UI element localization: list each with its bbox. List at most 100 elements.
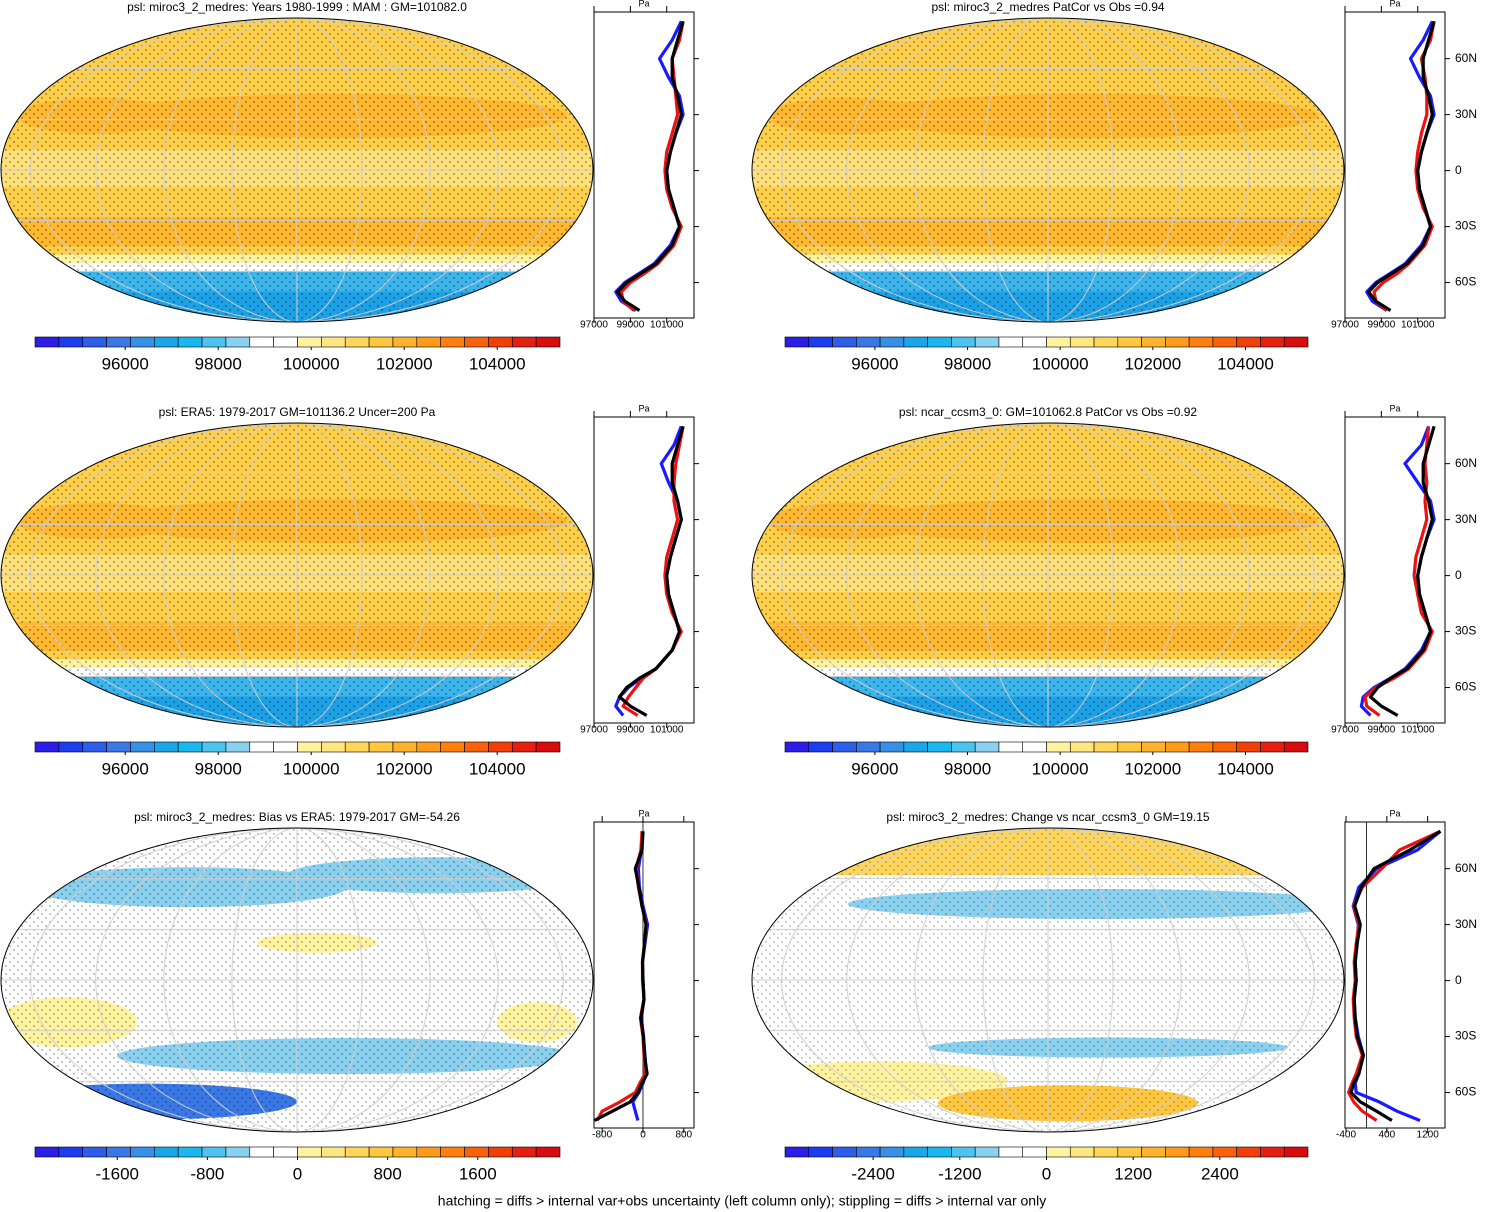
x-tick-label: -400 — [1336, 1130, 1356, 1141]
colorbar-box — [488, 1146, 513, 1158]
colorbar-box — [1212, 1146, 1237, 1158]
map-outline — [751, 422, 1345, 728]
colorbar-box — [34, 336, 60, 348]
colorbar-box — [368, 741, 394, 753]
colorbar-box — [201, 1146, 227, 1158]
y-tick-label: 30S — [1455, 219, 1476, 233]
colorbar-box — [903, 1146, 928, 1158]
map-outline — [0, 17, 594, 323]
colorbar-box — [856, 741, 881, 753]
colorbar-box — [879, 1146, 905, 1158]
colorbar-tick-label: 104000 — [1217, 759, 1274, 778]
colorbar-box — [58, 336, 84, 348]
colorbar-box — [297, 1146, 322, 1158]
map-meridian — [846, 828, 1250, 1132]
x-tick-label: 800 — [675, 1130, 692, 1141]
colorbar-tick-label: 102000 — [1124, 759, 1181, 778]
colorbar-box — [225, 336, 251, 348]
colorbar-box — [249, 336, 274, 348]
x-tick-label: 97000 — [1331, 320, 1359, 331]
colorbar-box — [1069, 741, 1095, 753]
map-meridian — [914, 18, 1182, 322]
colorbar-box — [974, 741, 1000, 753]
y-tick-label: 30S — [1455, 624, 1476, 638]
x-tick-label: 101000 — [1401, 725, 1435, 736]
colorbar-box — [1260, 741, 1285, 753]
colorbar-tick-label: 1200 — [1114, 1164, 1152, 1183]
colorbar-box — [392, 741, 418, 753]
profile-line — [1347, 829, 1442, 1122]
panel-title: psl: ncar_ccsm3_0: GM=101062.8 PatCor vs… — [899, 405, 1197, 419]
colorbar-box — [927, 741, 952, 753]
profile-unit: Pa — [1389, 808, 1400, 818]
colorbar-box — [1188, 741, 1214, 753]
x-tick-label: 97000 — [580, 725, 608, 736]
colorbar-tick-label: -2400 — [851, 1164, 894, 1183]
map-meridian — [781, 423, 1315, 727]
y-tick-label: 0 — [1455, 973, 1462, 987]
colorbar-box — [273, 336, 298, 348]
colorbar-box — [34, 1146, 60, 1158]
colorbar-box — [1236, 1146, 1261, 1158]
colorbar-box — [832, 741, 857, 753]
colorbar-box — [511, 741, 537, 753]
colorbar-box — [82, 336, 107, 348]
profile-frame — [1344, 821, 1446, 1129]
colorbar-tick-label: -800 — [190, 1164, 224, 1183]
map-meridian — [30, 423, 564, 727]
colorbar-box — [1283, 336, 1309, 348]
colorbar-box — [273, 741, 298, 753]
colorbar-box — [201, 336, 227, 348]
map-meridian — [982, 423, 1114, 727]
colorbar-box — [106, 1146, 131, 1158]
y-tick-label: 60N — [1455, 456, 1477, 470]
colorbar-box — [34, 741, 60, 753]
map — [752, 828, 1344, 1132]
colorbar-box — [879, 741, 905, 753]
colorbar-box — [1165, 1146, 1190, 1158]
colorbar-box — [974, 1146, 1000, 1158]
colorbar-box — [201, 741, 227, 753]
map-meridian — [781, 18, 1315, 322]
x-tick-label: 99000 — [1367, 320, 1395, 331]
profile-line — [621, 425, 685, 717]
panel: psl: miroc3_2_medres: Years 1980-1999 : … — [0, 0, 699, 373]
colorbar-box — [808, 1146, 833, 1158]
colorbar-box — [1093, 1146, 1119, 1158]
colorbar-box — [106, 336, 131, 348]
colorbar-box — [297, 741, 322, 753]
colorbar-box — [1046, 336, 1071, 348]
colorbar-box — [1165, 336, 1190, 348]
profile-line — [1372, 20, 1436, 312]
colorbar-box — [464, 1146, 489, 1158]
y-tick-label: 60N — [1455, 861, 1477, 875]
colorbar-box — [808, 336, 833, 348]
colorbar-box — [368, 1146, 394, 1158]
profile-unit: Pa — [1389, 403, 1400, 413]
x-tick-label: 97000 — [1331, 725, 1359, 736]
colorbar-box — [297, 336, 322, 348]
colorbar-box — [808, 741, 833, 753]
colorbar-box — [225, 1146, 251, 1158]
map-meridian — [163, 423, 431, 727]
y-tick-label: 30S — [1455, 1029, 1476, 1043]
profile-unit: Pa — [638, 808, 649, 818]
map — [1, 18, 593, 322]
colorbar-box — [1022, 1146, 1047, 1158]
colorbar-box — [82, 1146, 107, 1158]
map-meridian — [846, 18, 1250, 322]
colorbar-tick-label: 98000 — [195, 759, 242, 778]
colorbar-box — [1236, 741, 1261, 753]
profile-frame — [1344, 416, 1446, 724]
map-meridian — [30, 18, 564, 322]
colorbar-box — [130, 741, 155, 753]
colorbar-box — [903, 336, 928, 348]
panel-title: psl: miroc3_2_medres: Change vs ncar_ccs… — [886, 810, 1209, 824]
map-meridian — [982, 828, 1114, 1132]
colorbar-box — [1117, 336, 1142, 348]
map — [1, 828, 593, 1132]
x-tick-label: 99000 — [616, 725, 644, 736]
colorbar-tick-label: 102000 — [1124, 354, 1181, 373]
colorbar-box — [440, 336, 465, 348]
colorbar-box — [535, 741, 561, 753]
